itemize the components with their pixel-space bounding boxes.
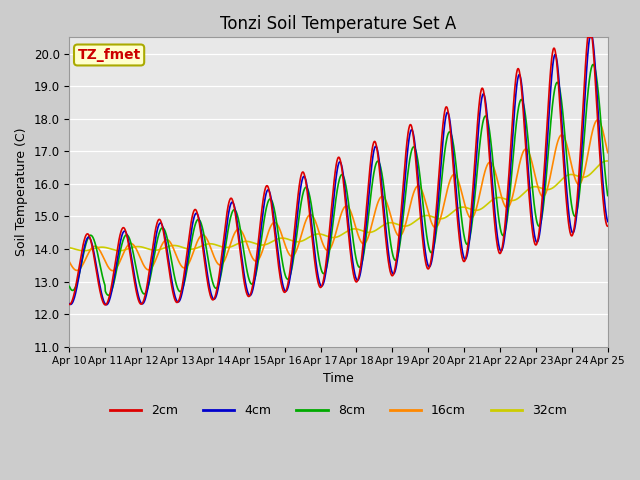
2cm — [315, 283, 323, 288]
4cm — [315, 277, 323, 283]
32cm — [80, 248, 88, 253]
32cm — [604, 158, 611, 164]
16cm — [372, 205, 380, 211]
2cm — [294, 192, 302, 197]
32cm — [305, 234, 313, 240]
8cm — [372, 161, 380, 167]
Text: TZ_fmet: TZ_fmet — [77, 48, 141, 62]
16cm — [315, 229, 323, 235]
Line: 32cm: 32cm — [69, 161, 608, 251]
Title: Tonzi Soil Temperature Set A: Tonzi Soil Temperature Set A — [220, 15, 457, 33]
8cm — [105, 292, 113, 298]
Line: 4cm: 4cm — [69, 37, 608, 305]
16cm — [294, 243, 302, 249]
16cm — [305, 212, 313, 218]
4cm — [129, 266, 137, 272]
2cm — [65, 301, 73, 307]
2cm — [108, 284, 115, 289]
4cm — [108, 290, 115, 296]
8cm — [294, 221, 302, 227]
2cm — [305, 208, 313, 214]
32cm — [129, 244, 137, 250]
16cm — [65, 259, 73, 264]
2cm — [102, 302, 109, 308]
32cm — [604, 158, 612, 164]
2cm — [584, 35, 592, 40]
Line: 16cm: 16cm — [69, 120, 608, 271]
4cm — [294, 205, 302, 211]
4cm — [604, 219, 612, 225]
16cm — [109, 268, 116, 274]
2cm — [129, 272, 137, 277]
16cm — [108, 267, 115, 273]
32cm — [108, 246, 115, 252]
8cm — [604, 192, 612, 198]
16cm — [594, 117, 602, 123]
8cm — [65, 284, 73, 289]
2cm — [604, 223, 612, 229]
4cm — [65, 301, 73, 307]
X-axis label: Time: Time — [323, 372, 354, 385]
16cm — [129, 242, 137, 248]
4cm — [102, 302, 110, 308]
8cm — [108, 288, 115, 294]
4cm — [372, 144, 380, 149]
32cm — [315, 231, 323, 237]
2cm — [372, 142, 380, 147]
8cm — [315, 256, 323, 262]
4cm — [305, 200, 313, 206]
32cm — [372, 227, 380, 233]
Line: 2cm: 2cm — [69, 37, 608, 305]
16cm — [604, 150, 612, 156]
32cm — [294, 239, 302, 245]
4cm — [586, 35, 593, 40]
32cm — [65, 245, 73, 251]
8cm — [589, 61, 597, 67]
8cm — [129, 251, 137, 256]
Line: 8cm: 8cm — [69, 64, 608, 295]
8cm — [305, 192, 313, 197]
Y-axis label: Soil Temperature (C): Soil Temperature (C) — [15, 128, 28, 256]
Legend: 2cm, 4cm, 8cm, 16cm, 32cm: 2cm, 4cm, 8cm, 16cm, 32cm — [105, 399, 572, 422]
